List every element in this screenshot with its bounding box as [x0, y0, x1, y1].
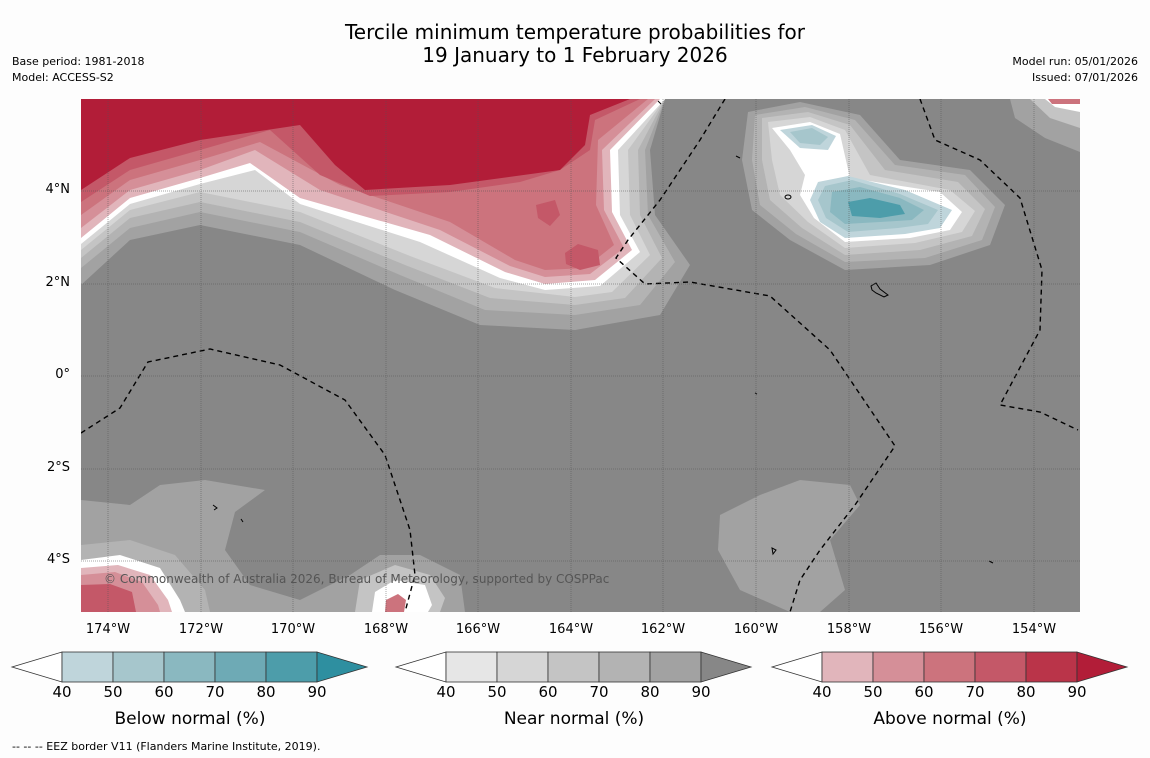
- cbar-below-extend-high: [316, 651, 369, 683]
- cbar-above-bin-3: [923, 651, 976, 683]
- colorbar-near-normal-title: Near normal (%): [503, 709, 645, 729]
- southwest-above-normal-80: [81, 584, 136, 612]
- island-north-2: [735, 155, 741, 159]
- cbar-near-tick-80: 80: [640, 683, 660, 701]
- graticule: [81, 99, 1080, 612]
- cbar-above-tick-60: 60: [914, 683, 934, 701]
- cbar-below-tick-50: 50: [103, 683, 123, 701]
- colorbar-near-normal-swatches: [394, 651, 753, 683]
- cbar-below-extend-low: [10, 651, 63, 683]
- eez-border-central: [615, 99, 896, 612]
- islands: [212, 100, 994, 564]
- meta-right: Model run: 05/01/2026 Issued: 07/01/2026: [1012, 54, 1138, 86]
- island-west-1: [212, 504, 218, 511]
- cbar-below-bin-1: [61, 651, 114, 683]
- cbar-near-tick-50: 50: [487, 683, 507, 701]
- below-normal-contour-80: [848, 198, 905, 218]
- northeast-above-normal-patch: [1048, 99, 1080, 104]
- lat-label-4n: 4°N: [45, 182, 71, 197]
- map-fields: [81, 99, 1080, 612]
- cbar-below-tick-40: 40: [52, 683, 72, 701]
- cbar-above-bin-1: [821, 651, 874, 683]
- southeast-near-normal-patch: [718, 480, 860, 612]
- cbar-below-tick-70: 70: [205, 683, 225, 701]
- south-central-above-normal: [385, 594, 406, 612]
- island-west-2: [240, 518, 244, 523]
- eez-footnote: -- -- -- EEZ border V11 (Flanders Marine…: [12, 740, 321, 753]
- lon-label-168w: 168°W: [363, 622, 409, 637]
- lat-label-4s: 4°S: [46, 552, 70, 567]
- colorbar-below-normal: 40 50 60 70 80 90 Below normal (%): [10, 650, 370, 740]
- cbar-above-bin-5: [1025, 651, 1078, 683]
- eez-borders: [81, 99, 1079, 612]
- lat-label-2s: 2°S: [46, 460, 70, 475]
- cbar-above-tick-50: 50: [863, 683, 883, 701]
- cbar-below-tick-60: 60: [154, 683, 174, 701]
- above-normal-core-80-a: [536, 200, 560, 226]
- cbar-near-bin-5: [649, 651, 702, 683]
- model-run: Model run: 05/01/2026: [1012, 55, 1138, 68]
- lon-label-158w: 158°W: [826, 622, 872, 637]
- lon-label-154w: 154°W: [1011, 622, 1057, 637]
- cbar-near-tick-40: 40: [436, 683, 456, 701]
- lon-label-170w: 170°W: [270, 622, 316, 637]
- cbar-above-tick-40: 40: [812, 683, 832, 701]
- base-period: Base period: 1981-2018: [12, 55, 145, 68]
- probability-map: [81, 99, 1080, 612]
- lat-label-2n: 2°N: [45, 275, 71, 290]
- above-normal-core-80-b: [565, 244, 600, 270]
- colorbar-below-normal-title: Below normal (%): [114, 709, 266, 729]
- colorbar-below-normal-swatches: [10, 651, 369, 683]
- colorbar-above-normal-swatches: [770, 651, 1129, 683]
- cbar-below-bin-4: [214, 651, 267, 683]
- eez-border-west: [81, 348, 416, 612]
- cbar-near-tick-70: 70: [589, 683, 609, 701]
- cbar-near-bin-3: [547, 651, 600, 683]
- lon-label-174w: 174°W: [85, 622, 131, 637]
- lon-label-164w: 164°W: [548, 622, 594, 637]
- lon-label-156w: 156°W: [918, 622, 964, 637]
- cbar-near-tick-60: 60: [538, 683, 558, 701]
- cbar-above-tick-80: 80: [1016, 683, 1036, 701]
- cbar-near-bin-1: [445, 651, 498, 683]
- colorbar-above-normal: 40 50 60 70 80 90 Above normal (%): [770, 650, 1130, 740]
- model-name: Model: ACCESS-S2: [12, 71, 114, 84]
- cbar-below-tick-90: 90: [307, 683, 327, 701]
- copyright-notice: © Commonwealth of Australia 2026, Bureau…: [104, 572, 610, 586]
- cbar-above-bin-2: [872, 651, 925, 683]
- cbar-near-tick-90: 90: [691, 683, 711, 701]
- above-normal-contour-90: [81, 99, 630, 190]
- cbar-near-extend-high: [700, 651, 753, 683]
- meta-left: Base period: 1981-2018 Model: ACCESS-S2: [12, 54, 144, 86]
- cbar-above-tick-70: 70: [965, 683, 985, 701]
- colorbar-near-normal: 40 50 60 70 80 90 Near normal (%): [394, 650, 754, 740]
- cbar-below-bin-5: [265, 651, 318, 683]
- island-south-central: [771, 547, 777, 556]
- issued-date: Issued: 07/01/2026: [1031, 71, 1138, 84]
- cbar-above-tick-90: 90: [1067, 683, 1087, 701]
- cbar-near-extend-low: [394, 651, 447, 683]
- lon-label-162w: 162°W: [640, 622, 686, 637]
- cbar-below-tick-80: 80: [256, 683, 276, 701]
- island-north-1: [657, 100, 662, 105]
- cbar-above-extend-low: [770, 651, 823, 683]
- below-normal-contour-60-north: [790, 128, 828, 145]
- cbar-near-bin-2: [496, 651, 549, 683]
- map-title-line-2: 19 January to 1 February 2026: [422, 43, 728, 67]
- cbar-above-extend-high: [1076, 651, 1129, 683]
- island-chain-east: [870, 282, 889, 298]
- map-title-line-1: Tercile minimum temperature probabilitie…: [344, 20, 806, 44]
- island-blob-east: [784, 194, 792, 200]
- cbar-near-bin-4: [598, 651, 651, 683]
- lon-label-172w: 172°W: [178, 622, 224, 637]
- cbar-above-bin-4: [974, 651, 1027, 683]
- colorbar-above-normal-title: Above normal (%): [873, 709, 1027, 729]
- cbar-below-bin-3: [163, 651, 216, 683]
- cbar-below-bin-2: [112, 651, 165, 683]
- lon-label-166w: 166°W: [455, 622, 501, 637]
- lat-label-0: 0°: [55, 367, 70, 382]
- lon-label-160w: 160°W: [733, 622, 779, 637]
